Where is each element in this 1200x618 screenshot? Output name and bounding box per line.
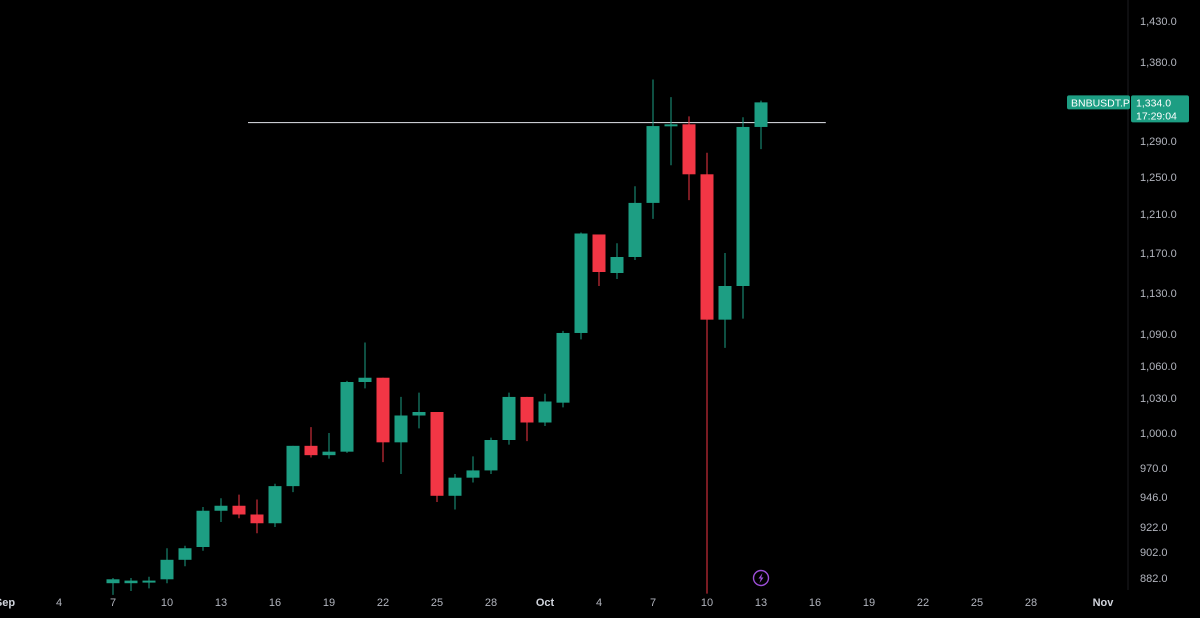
candle-body bbox=[214, 505, 228, 511]
candle-body bbox=[502, 396, 516, 440]
candle-body bbox=[592, 234, 606, 272]
x-tick-label: 10 bbox=[161, 597, 173, 609]
x-tick-label: 4 bbox=[596, 597, 602, 609]
candle-body bbox=[412, 412, 426, 416]
candle-body bbox=[448, 477, 462, 496]
x-tick-label: 13 bbox=[755, 597, 767, 609]
candle-body bbox=[628, 202, 642, 257]
candle-body bbox=[124, 580, 138, 584]
candle-body bbox=[250, 514, 264, 524]
candle-body bbox=[322, 451, 336, 456]
y-tick-label: 1,430.0 bbox=[1140, 16, 1177, 28]
countdown-label: 17:29:04 bbox=[1136, 110, 1177, 122]
candle-body bbox=[394, 415, 408, 443]
x-tick-label: 4 bbox=[56, 597, 62, 609]
candle-body bbox=[520, 396, 534, 423]
candle-body bbox=[232, 505, 246, 515]
x-tick-label: 22 bbox=[917, 597, 929, 609]
x-tick-label: Nov bbox=[1093, 597, 1115, 609]
symbol-badge bbox=[1067, 95, 1130, 110]
x-tick-label: Oct bbox=[536, 597, 555, 609]
x-tick-label: 25 bbox=[971, 597, 983, 609]
price-badge bbox=[1131, 95, 1189, 123]
candle-body bbox=[340, 382, 354, 452]
x-tick-label: 7 bbox=[110, 597, 116, 609]
candle-body bbox=[304, 445, 318, 456]
candle-body bbox=[466, 470, 480, 478]
x-tick-label: 25 bbox=[431, 597, 443, 609]
lightning-icon bbox=[758, 573, 764, 583]
x-tick-label: 19 bbox=[323, 597, 335, 609]
x-tick-label: 7 bbox=[650, 597, 656, 609]
candle-body bbox=[538, 401, 552, 423]
y-tick-label: 1,170.0 bbox=[1140, 248, 1177, 260]
candle-body bbox=[142, 580, 156, 583]
y-tick-label: 882.0 bbox=[1140, 573, 1168, 585]
candle-body bbox=[484, 440, 498, 471]
y-tick-label: 1,290.0 bbox=[1140, 136, 1177, 148]
x-tick-label: 28 bbox=[485, 597, 497, 609]
x-tick-label: 16 bbox=[809, 597, 821, 609]
y-tick-label: 1,250.0 bbox=[1140, 172, 1177, 184]
candle-body bbox=[754, 102, 768, 127]
candle-body bbox=[646, 126, 660, 203]
candle-body bbox=[700, 174, 714, 320]
y-tick-label: 1,000.0 bbox=[1140, 428, 1177, 440]
x-tick-label: 22 bbox=[377, 597, 389, 609]
symbol-label: BNBUSDT.P bbox=[1071, 97, 1130, 109]
y-tick-label: 1,030.0 bbox=[1140, 393, 1177, 405]
x-tick-label: 13 bbox=[215, 597, 227, 609]
last-price-label: 1,334.0 bbox=[1136, 97, 1171, 109]
candle-body bbox=[268, 486, 282, 524]
candle-body bbox=[358, 377, 372, 382]
x-tick-label: 19 bbox=[863, 597, 875, 609]
candle-body bbox=[286, 445, 300, 487]
x-tick-label: 10 bbox=[701, 597, 713, 609]
candle-body bbox=[430, 412, 444, 496]
candle-body bbox=[556, 332, 570, 403]
event-marker bbox=[752, 569, 770, 587]
candle-body bbox=[610, 257, 624, 273]
candle-body bbox=[736, 126, 750, 286]
candle-body bbox=[178, 548, 192, 560]
candle-body bbox=[682, 124, 696, 175]
y-tick-label: 1,130.0 bbox=[1140, 288, 1177, 300]
x-tick-label: 28 bbox=[1025, 597, 1037, 609]
x-tick-label: Sep bbox=[0, 597, 15, 609]
y-tick-label: 946.0 bbox=[1140, 492, 1168, 504]
candle-body bbox=[196, 510, 210, 547]
candle-body bbox=[574, 233, 588, 333]
y-tick-label: 902.0 bbox=[1140, 547, 1168, 559]
candle-body bbox=[718, 286, 732, 320]
candle-body bbox=[160, 559, 174, 580]
y-tick-label: 970.0 bbox=[1140, 463, 1168, 475]
y-tick-label: 1,210.0 bbox=[1140, 209, 1177, 221]
candle-body bbox=[106, 579, 120, 584]
y-tick-label: 922.0 bbox=[1140, 522, 1168, 534]
y-tick-label: 1,090.0 bbox=[1140, 329, 1177, 341]
x-tick-label: 16 bbox=[269, 597, 281, 609]
y-tick-label: 1,060.0 bbox=[1140, 361, 1177, 373]
candle-body bbox=[376, 377, 390, 443]
y-tick-label: 1,380.0 bbox=[1140, 57, 1177, 69]
candle-body bbox=[664, 124, 678, 127]
